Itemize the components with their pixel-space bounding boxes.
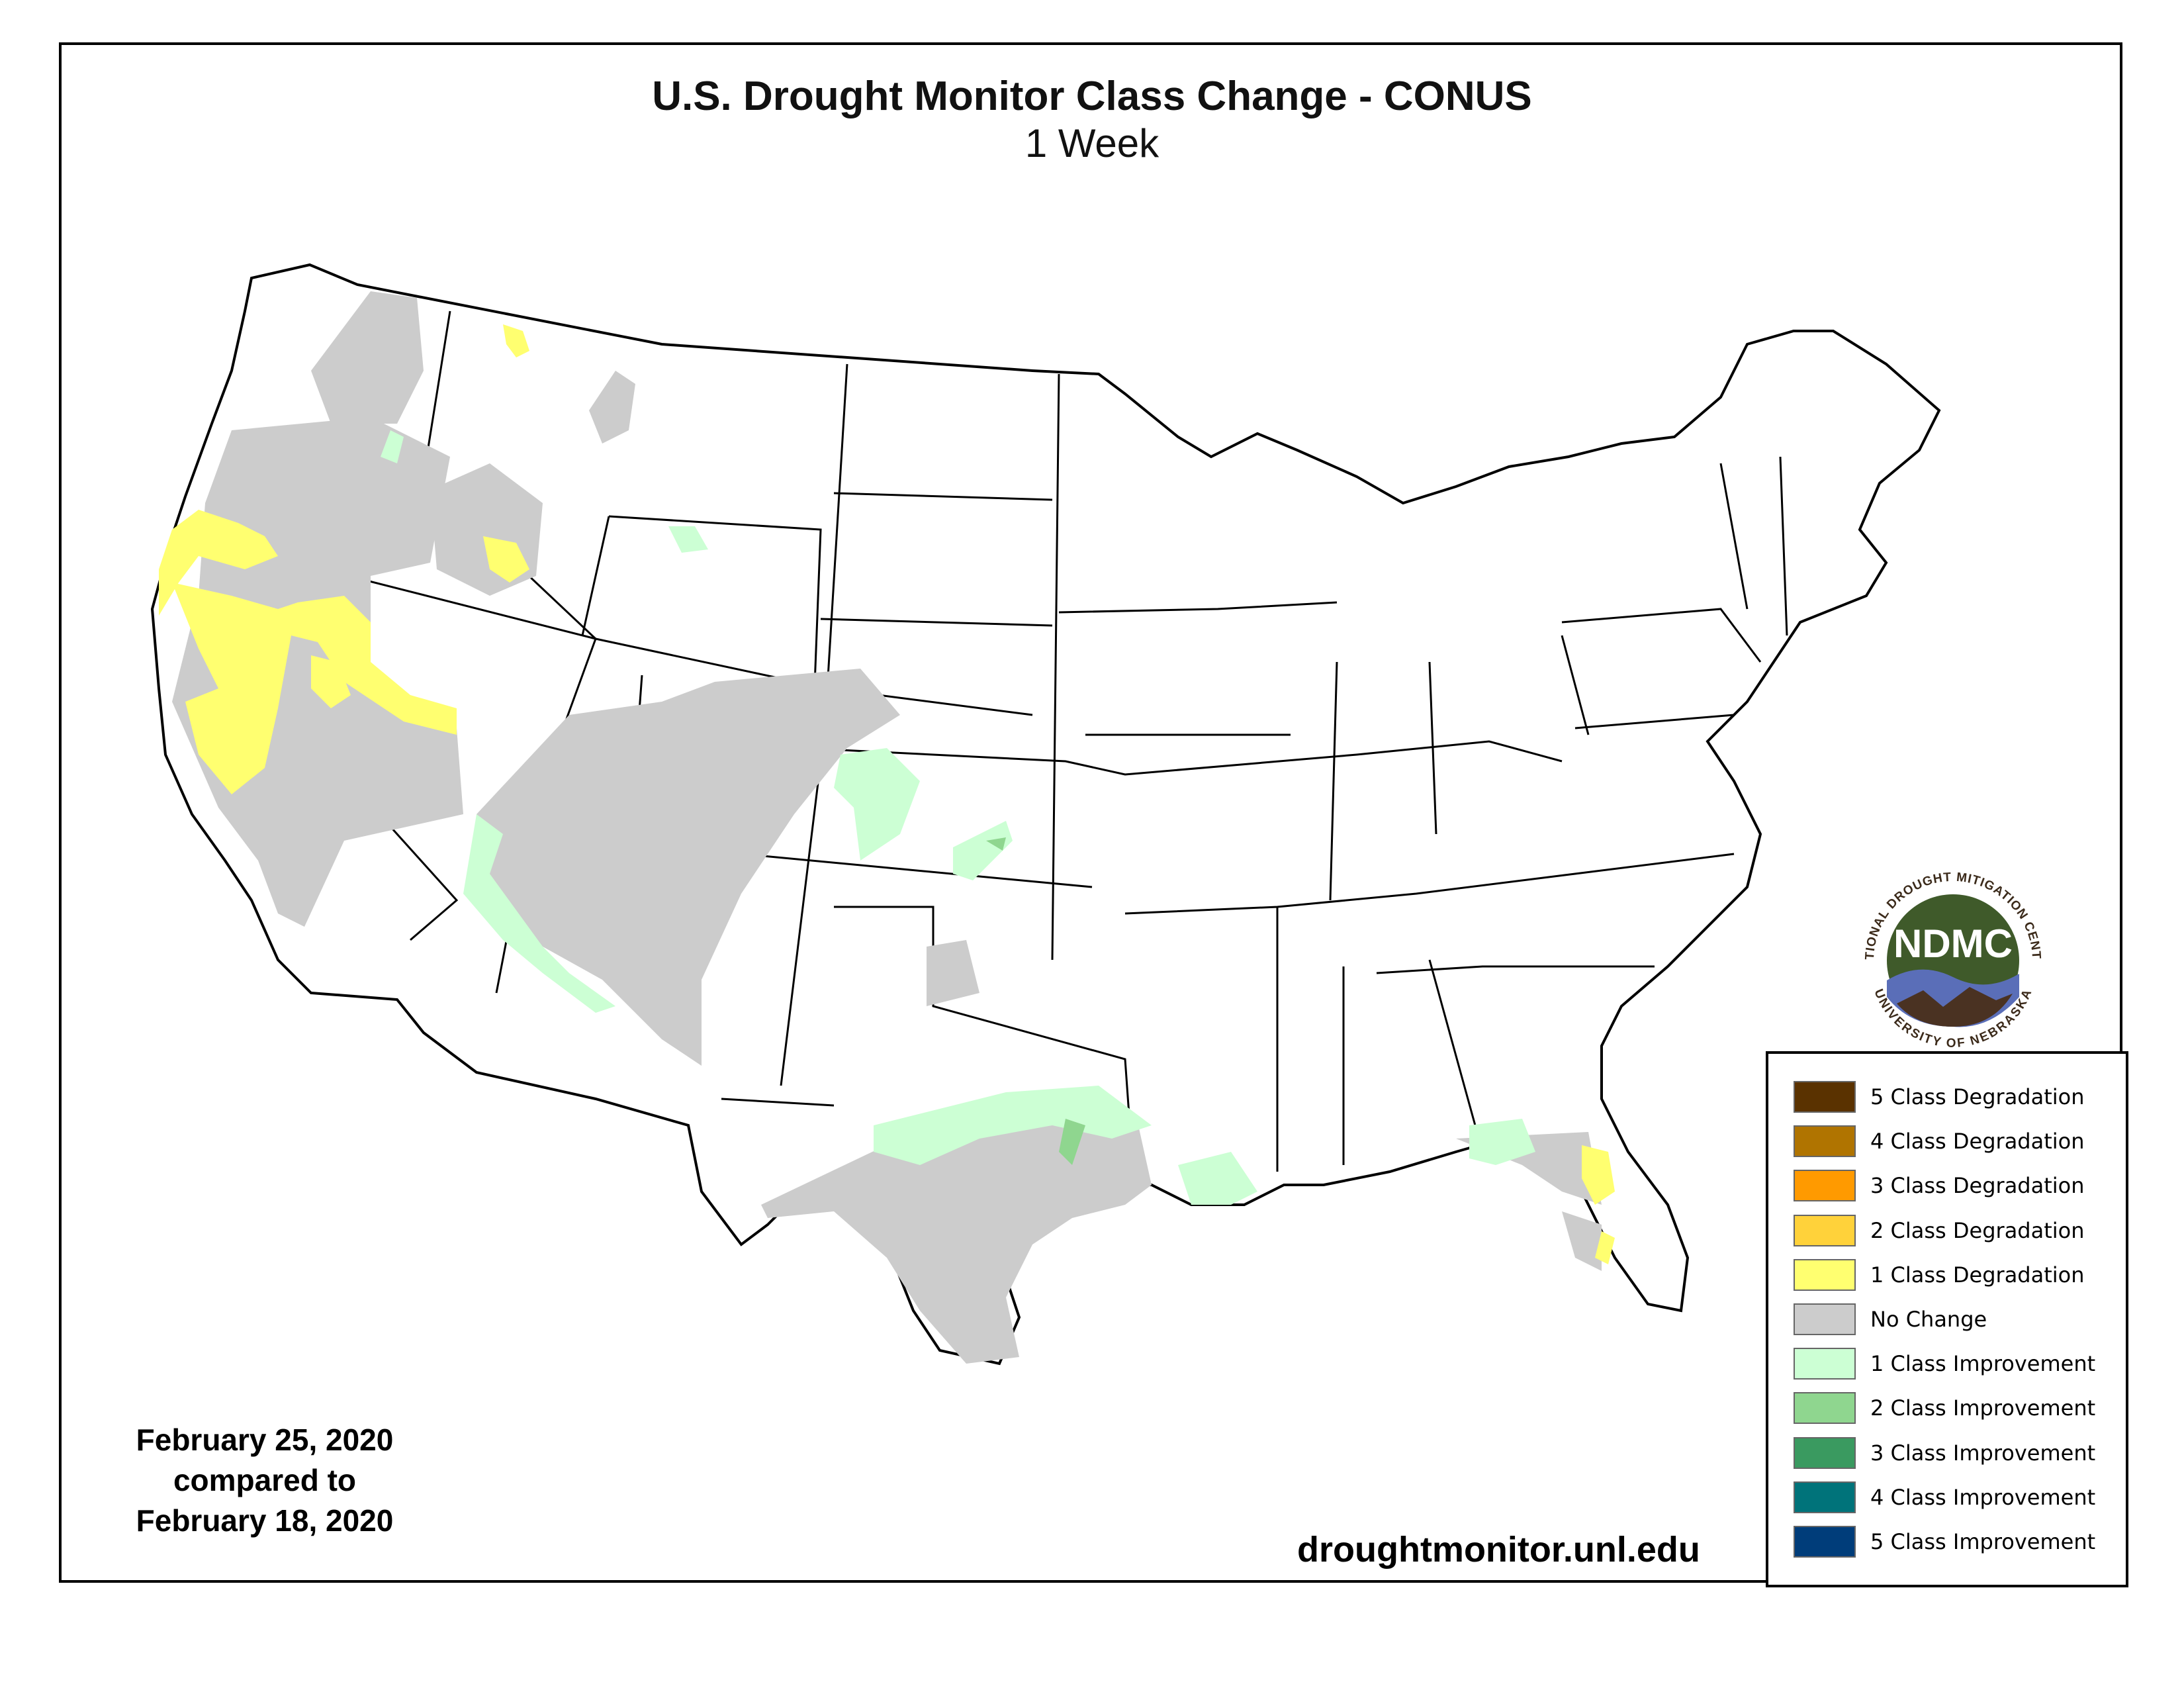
legend-swatch bbox=[1794, 1392, 1856, 1425]
legend-item: 4 Class Degradation bbox=[1794, 1123, 2085, 1159]
legend-label: 1 Class Improvement bbox=[1870, 1351, 2096, 1377]
legend-item: 3 Class Improvement bbox=[1794, 1435, 2095, 1471]
legend-swatch bbox=[1794, 1481, 1856, 1513]
logo-abbr: NDMC bbox=[1893, 921, 2013, 966]
legend-item: 3 Class Degradation bbox=[1794, 1168, 2085, 1203]
legend-label: 4 Class Degradation bbox=[1870, 1129, 2085, 1154]
legend-item: 2 Class Improvement bbox=[1794, 1390, 2095, 1426]
legend-label: 2 Class Degradation bbox=[1870, 1217, 2085, 1243]
legend-label: 4 Class Improvement bbox=[1870, 1484, 2096, 1510]
map-subtitle: 1 Week bbox=[1024, 121, 1160, 165]
conus-outline bbox=[150, 263, 1941, 1366]
improvement-regions bbox=[381, 430, 1535, 1205]
improvement-2-regions bbox=[986, 837, 1085, 1165]
legend-swatch bbox=[1794, 1081, 1856, 1113]
degradation-regions bbox=[159, 324, 1615, 1264]
legend-swatch bbox=[1794, 1436, 1856, 1469]
legend-swatch bbox=[1794, 1526, 1856, 1558]
legend-item: 4 Class Improvement bbox=[1794, 1479, 2095, 1515]
source-url[interactable]: droughtmonitor.unl.edu bbox=[1297, 1530, 1700, 1570]
legend-swatch bbox=[1794, 1258, 1856, 1291]
legend: 5 Class Degradation 4 Class Degradation 3 … bbox=[1766, 1051, 2128, 1587]
legend-item: 1 Class Improvement bbox=[1794, 1346, 2095, 1382]
legend-label: 3 Class Improvement bbox=[1870, 1440, 2096, 1466]
legend-item: 1 Class Degradation bbox=[1794, 1257, 2085, 1293]
legend-swatch bbox=[1794, 1303, 1856, 1335]
legend-swatch bbox=[1794, 1125, 1856, 1158]
ndmc-logo: NATIONAL DROUGHT MITIGATION CENTER UNIVE… bbox=[1857, 865, 2046, 1053]
legend-swatch bbox=[1794, 1214, 1856, 1246]
legend-label: 3 Class Degradation bbox=[1870, 1173, 2085, 1199]
date-comparison: February 25, 2020 compared to February 1… bbox=[99, 1420, 430, 1541]
legend-label: No Change bbox=[1870, 1307, 1987, 1332]
legend-label: 5 Class Degradation bbox=[1870, 1084, 2085, 1109]
legend-label: 1 Class Degradation bbox=[1870, 1262, 2085, 1288]
legend-swatch bbox=[1794, 1170, 1856, 1202]
compared-to-label: compared to bbox=[173, 1463, 357, 1497]
legend-label: 5 Class Improvement bbox=[1870, 1529, 2096, 1554]
legend-item: 5 Class Degradation bbox=[1794, 1079, 2085, 1115]
legend-item: No Change bbox=[1794, 1301, 1987, 1337]
legend-swatch bbox=[1794, 1348, 1856, 1380]
previous-date: February 18, 2020 bbox=[136, 1503, 394, 1538]
map-title: U.S. Drought Monitor Class Change - CONU… bbox=[652, 73, 1532, 119]
legend-item: 5 Class Improvement bbox=[1794, 1524, 2095, 1560]
legend-label: 2 Class Improvement bbox=[1870, 1395, 2096, 1421]
current-date: February 25, 2020 bbox=[136, 1423, 394, 1457]
legend-item: 2 Class Degradation bbox=[1794, 1213, 2085, 1248]
